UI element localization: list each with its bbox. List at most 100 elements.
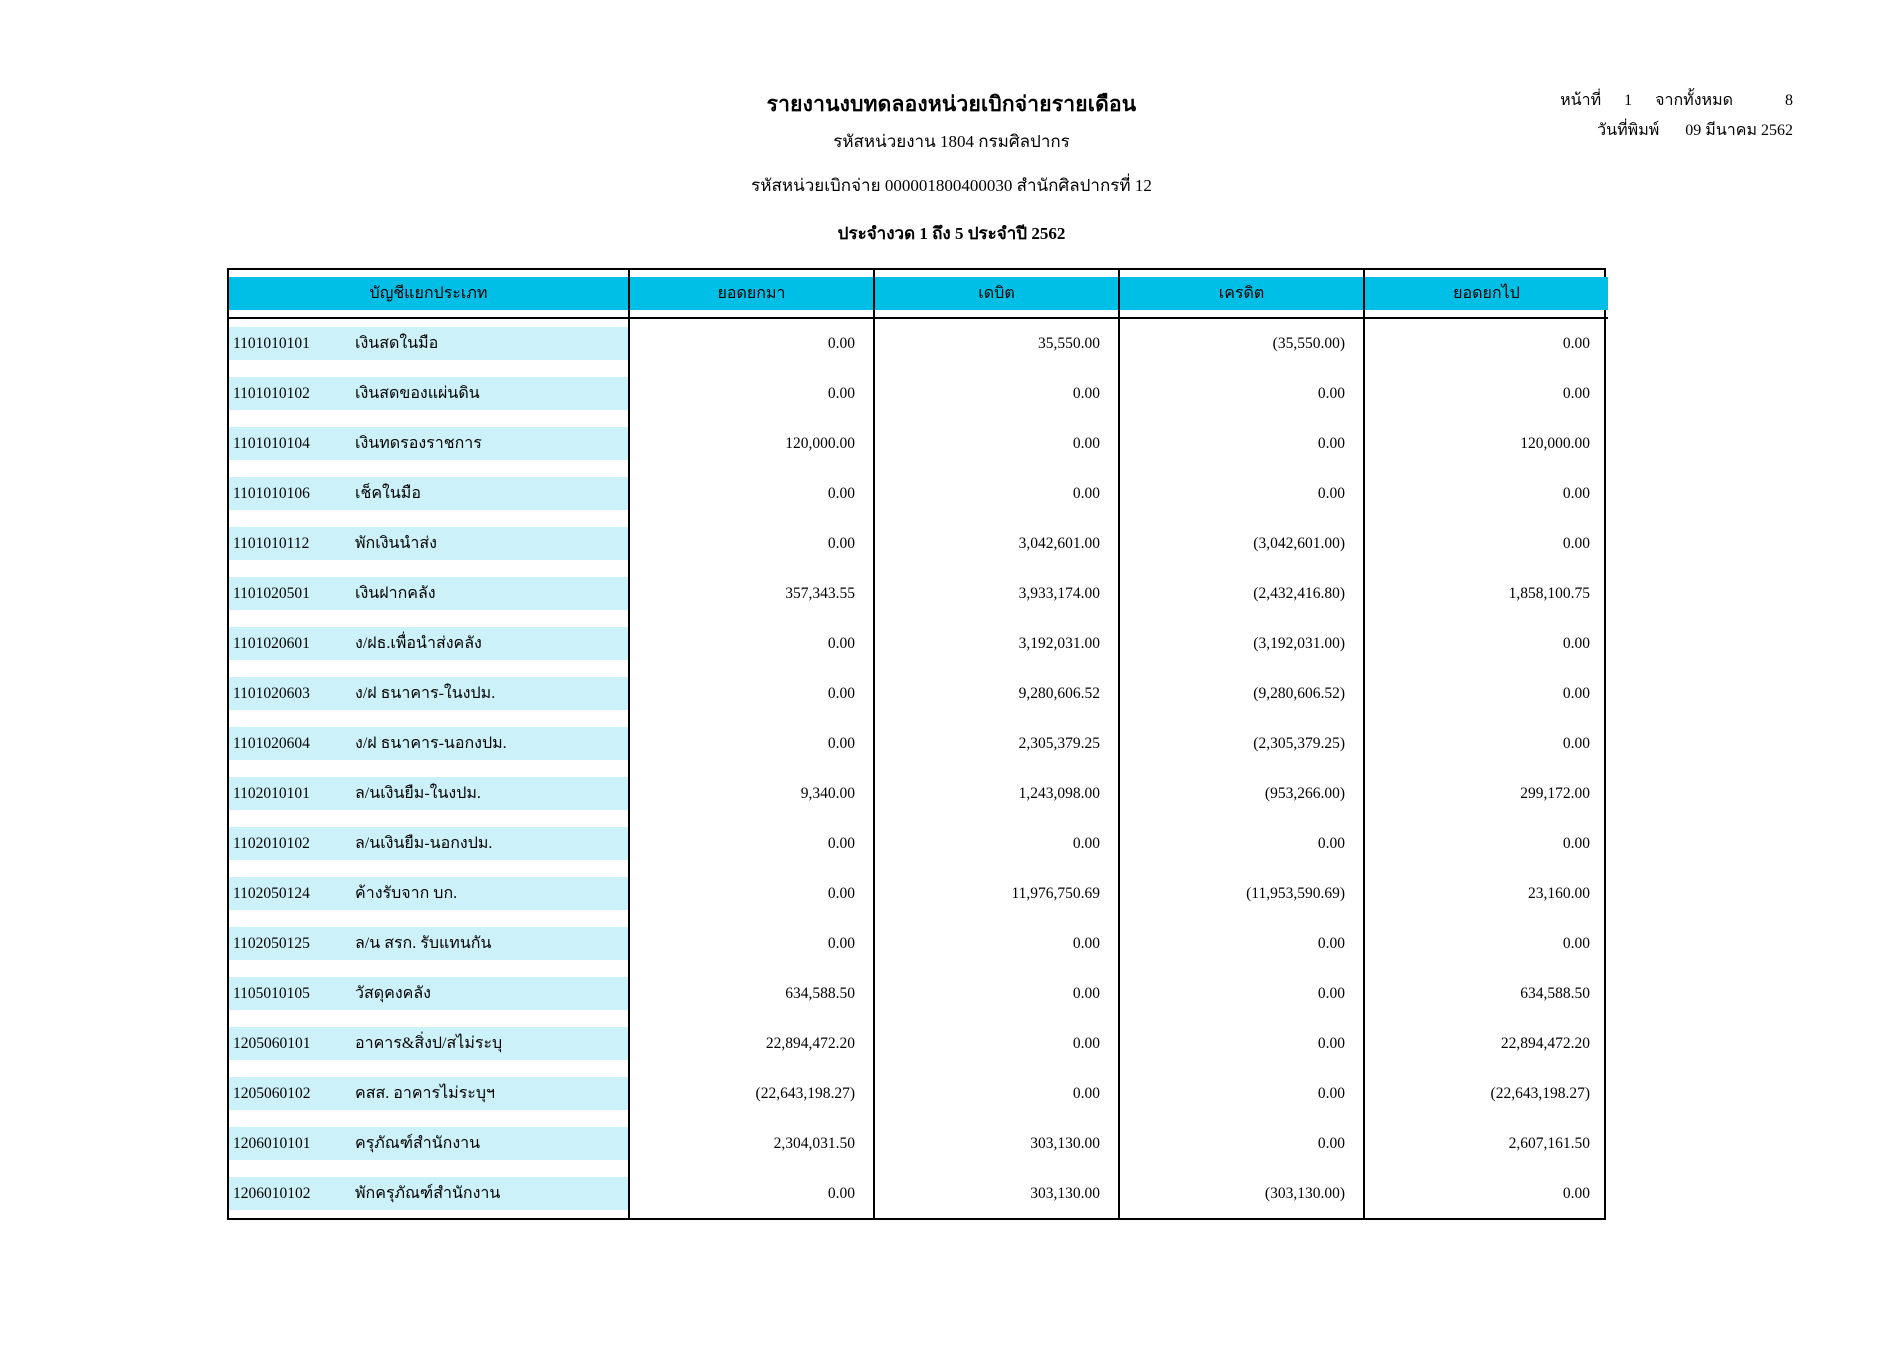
account-chip: 1206010101 ครุภัณฑ์สำนักงาน (229, 1126, 628, 1160)
cell-opening-balance-value: 634,588.50 (785, 984, 855, 1002)
cell-opening-balance-value: 0.00 (827, 484, 855, 502)
cell-credit: (3,192,031.00) (1118, 618, 1365, 668)
cell-closing-balance: 0.00 (1363, 468, 1608, 518)
column-header-opening-label: ยอดยกมา (630, 277, 873, 310)
cell-opening-balance-value: 0.00 (827, 335, 855, 352)
cell-credit-value: (303,130.00) (1264, 1184, 1345, 1202)
account-name: ง/ฝธ.เพื่อนำส่งคลัง (355, 634, 482, 652)
cell-closing-balance: 299,172.00 (1363, 768, 1608, 818)
cell-closing-balance-value: 23,160.00 (1528, 884, 1590, 902)
account-chip: 1102050125 ล/น สรก. รับแทนกัน (229, 926, 628, 960)
table-row: 1102050125 ล/น สรก. รับแทนกัน 0.00 0.00 0.00… (229, 918, 1608, 968)
table-row: 1101020603 ง/ฝ ธนาคาร-ในงปม. 0.00 9,280,606… (229, 668, 1608, 718)
cell-opening-balance-value: 0.00 (827, 634, 855, 652)
cell-closing-balance-value: 0.00 (1562, 934, 1590, 952)
cell-closing-balance-value: 1,858,100.75 (1508, 584, 1590, 602)
table-row: 1101020501 เงินฝากคลัง 357,343.55 3,933,174… (229, 568, 1608, 618)
cell-credit-value: (2,305,379.25) (1253, 734, 1345, 752)
cell-debit-value: 9,280,606.52 (1018, 684, 1100, 702)
cell-closing-balance-value: 0.00 (1562, 634, 1590, 652)
cell-credit: 0.00 (1118, 368, 1365, 418)
cell-account: 1206010102 พักครุภัณฑ์สำนักงาน (229, 1168, 630, 1218)
account-chip: 1206010102 พักครุภัณฑ์สำนักงาน (229, 1176, 628, 1210)
period-line: ประจำงวด 1 ถึง 5 ประจำปี 2562 (837, 224, 1066, 243)
cell-debit-value: 0.00 (1072, 984, 1100, 1002)
cell-closing-balance-value: 0.00 (1562, 534, 1590, 552)
cell-debit: 0.00 (873, 418, 1120, 468)
cell-credit-value: 0.00 (1317, 1084, 1345, 1102)
cell-credit: (11,953,590.69) (1118, 868, 1365, 918)
cell-opening-balance: 0.00 (628, 318, 875, 368)
table-row: 1205060102 คสส. อาคารไม่ระบุฯ (22,643,198.… (229, 1068, 1608, 1118)
cell-closing-balance: 0.00 (1363, 668, 1608, 718)
cell-debit-value: 0.00 (1072, 834, 1100, 852)
cell-credit: (2,305,379.25) (1118, 718, 1365, 768)
cell-debit: 0.00 (873, 368, 1120, 418)
cell-account: 1101020604 ง/ฝ ธนาคาร-นอกงปม. (229, 718, 630, 768)
cell-closing-balance-value: 120,000.00 (1520, 434, 1590, 452)
table-body: 1101010101 เงินสดในมือ 0.00 35,550.00 (35,55… (229, 318, 1608, 1218)
column-header-debit: เดบิต (873, 270, 1120, 319)
account-name: เงินสดในมือ (355, 335, 439, 352)
cell-opening-balance-value: 0.00 (827, 384, 855, 402)
table-row: 1101010112 พักเงินนำส่ง 0.00 3,042,601.00 (3… (229, 518, 1608, 568)
table-row: 1101010101 เงินสดในมือ 0.00 35,550.00 (35,55… (229, 318, 1608, 368)
cell-credit: (303,130.00) (1118, 1168, 1365, 1218)
cell-credit-value: 0.00 (1317, 1134, 1345, 1152)
cell-opening-balance: 0.00 (628, 918, 875, 968)
account-chip: 1102010102 ล/นเงินยืม-นอกงปม. (229, 826, 628, 860)
cell-credit: 0.00 (1118, 1068, 1365, 1118)
cell-closing-balance: 0.00 (1363, 368, 1608, 418)
account-code: 1101020501 (233, 584, 310, 602)
cell-debit: 9,280,606.52 (873, 668, 1120, 718)
cell-closing-balance: 0.00 (1363, 718, 1608, 768)
table-row: 1101010106 เช็คในมือ 0.00 0.00 0.00 0.00 (229, 468, 1608, 518)
cell-credit-value: (3,042,601.00) (1253, 534, 1345, 552)
cell-opening-balance-value: 0.00 (827, 534, 855, 552)
cell-account: 1101010112 พักเงินนำส่ง (229, 518, 630, 568)
cell-debit-value: 303,130.00 (1030, 1134, 1100, 1152)
cell-debit-value: 1,243,098.00 (1018, 784, 1100, 802)
account-code: 1206010102 (233, 1184, 311, 1202)
total-pages-label: จากทั้งหมด (1655, 92, 1733, 109)
cell-opening-balance: 2,304,031.50 (628, 1118, 875, 1168)
account-code: 1101010101 (233, 335, 310, 352)
cell-account: 1105010105 วัสดุคงคลัง (229, 968, 630, 1018)
cell-closing-balance: 1,858,100.75 (1363, 568, 1608, 618)
cell-closing-balance-value: 634,588.50 (1520, 984, 1590, 1002)
account-code: 1206010101 (233, 1134, 311, 1152)
account-name: ง/ฝ ธนาคาร-นอกงปม. (355, 734, 507, 752)
cell-opening-balance-value: 357,343.55 (785, 584, 855, 602)
column-header-account: บัญชีแยกประเภท (229, 270, 630, 319)
cell-closing-balance-value: (22,643,198.27) (1490, 1084, 1590, 1102)
account-chip: 1101010101 เงินสดในมือ (229, 327, 628, 360)
cell-closing-balance: 0.00 (1363, 618, 1608, 668)
column-header-closing-label: ยอดยกไป (1365, 277, 1608, 310)
cell-opening-balance: 0.00 (628, 868, 875, 918)
account-code: 1101010104 (233, 434, 310, 452)
column-header-credit: เครดิต (1118, 270, 1365, 319)
cell-closing-balance-value: 0.00 (1562, 1184, 1590, 1202)
cell-opening-balance-value: 0.00 (827, 684, 855, 702)
cell-credit-value: 0.00 (1317, 834, 1345, 852)
trial-balance-table: บัญชีแยกประเภท ยอดยกมา เดบิต เครดิต ยอดย… (227, 268, 1608, 1220)
print-date-label: วันที่พิมพ์ (1597, 122, 1660, 139)
cell-debit: 303,130.00 (873, 1168, 1120, 1218)
cell-debit: 3,933,174.00 (873, 568, 1120, 618)
print-date-indicator: วันที่พิมพ์ 09 มีนาคม 2562 (1597, 118, 1793, 143)
cell-debit: 2,305,379.25 (873, 718, 1120, 768)
total-pages-value: 8 (1785, 92, 1793, 109)
column-header-debit-label: เดบิต (875, 277, 1118, 310)
account-name: ค้างรับจาก บก. (355, 884, 458, 902)
cell-account: 1101020501 เงินฝากคลัง (229, 568, 630, 618)
cell-debit-value: 0.00 (1072, 1034, 1100, 1052)
cell-credit: 0.00 (1118, 1018, 1365, 1068)
cell-debit-value: 11,976,750.69 (1011, 884, 1100, 902)
cell-closing-balance-value: 2,607,161.50 (1508, 1134, 1590, 1152)
table-row: 1102010101 ล/นเงินยืม-ในงปม. 9,340.00 1,243… (229, 768, 1608, 818)
column-header-opening: ยอดยกมา (628, 270, 875, 319)
account-name: อาคาร&สิ่งป/สไม่ระบุ (355, 1034, 503, 1052)
account-name: ล/นเงินยืม-ในงปม. (355, 784, 481, 802)
cell-debit: 3,042,601.00 (873, 518, 1120, 568)
